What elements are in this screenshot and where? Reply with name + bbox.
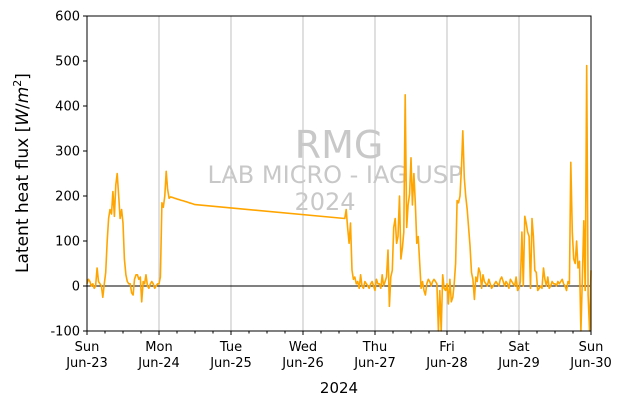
x-tick-label-day: Tue [219, 340, 242, 355]
x-tick-label-day: Sun [579, 340, 604, 355]
y-tick-label: 100 [55, 235, 80, 250]
y-axis-label-unit-var: W [13, 108, 33, 126]
x-tick-label-day: Thu [362, 340, 387, 355]
x-tick-label-day: Fri [439, 340, 455, 355]
y-tick-label: 600 [55, 10, 80, 25]
x-tick-label-date: Jun-24 [137, 356, 180, 371]
latent-heat-flux-series-line [86, 64, 592, 332]
y-axis-label-unit-slash: / [13, 103, 33, 109]
y-axis-ticks: -100 0 100 200 300 400 500 600 [50, 10, 87, 340]
watermark: RMG LAB MICRO - IAG USP 2024 [207, 123, 462, 216]
x-tick-label-date: Jun-23 [65, 356, 108, 371]
y-axis-label-unit-exp: 2 [11, 80, 24, 87]
watermark-line2: LAB MICRO - IAG USP [207, 161, 462, 189]
y-axis-label-prefix: Latent heat flux [ [13, 126, 33, 273]
x-axis-label: 2024 [320, 379, 358, 397]
y-tick-label: -100 [50, 325, 80, 340]
x-tick-label-date: Jun-25 [209, 356, 252, 371]
x-tick-label-date: Jun-29 [497, 356, 540, 371]
x-tick-label-date: Jun-27 [353, 356, 396, 371]
y-tick-label: 500 [55, 55, 80, 70]
y-axis-label-unit-denom: m [13, 87, 33, 104]
x-tick-label-day: Sat [508, 340, 529, 355]
y-tick-label: 200 [55, 190, 80, 205]
y-tick-label: 400 [55, 100, 80, 115]
y-axis-label: Latent heat flux [W/m2] [11, 73, 33, 273]
vertical-gridlines [158, 16, 520, 331]
x-axis-ticks: SunJun-23MonJun-24TueJun-25WedJun-26ThuJ… [65, 331, 612, 371]
x-tick-label-day: Sun [75, 340, 100, 355]
y-tick-label: 300 [55, 145, 80, 160]
y-axis-label-suffix: ] [13, 73, 33, 80]
x-tick-label-day: Wed [289, 340, 317, 355]
x-tick-label-date: Jun-28 [425, 356, 468, 371]
x-tick-label-day: Mon [145, 340, 172, 355]
x-tick-label-date: Jun-30 [569, 356, 612, 371]
y-tick-label: 0 [72, 280, 80, 295]
x-tick-label-date: Jun-26 [281, 356, 324, 371]
watermark-line1: RMG [295, 123, 384, 167]
